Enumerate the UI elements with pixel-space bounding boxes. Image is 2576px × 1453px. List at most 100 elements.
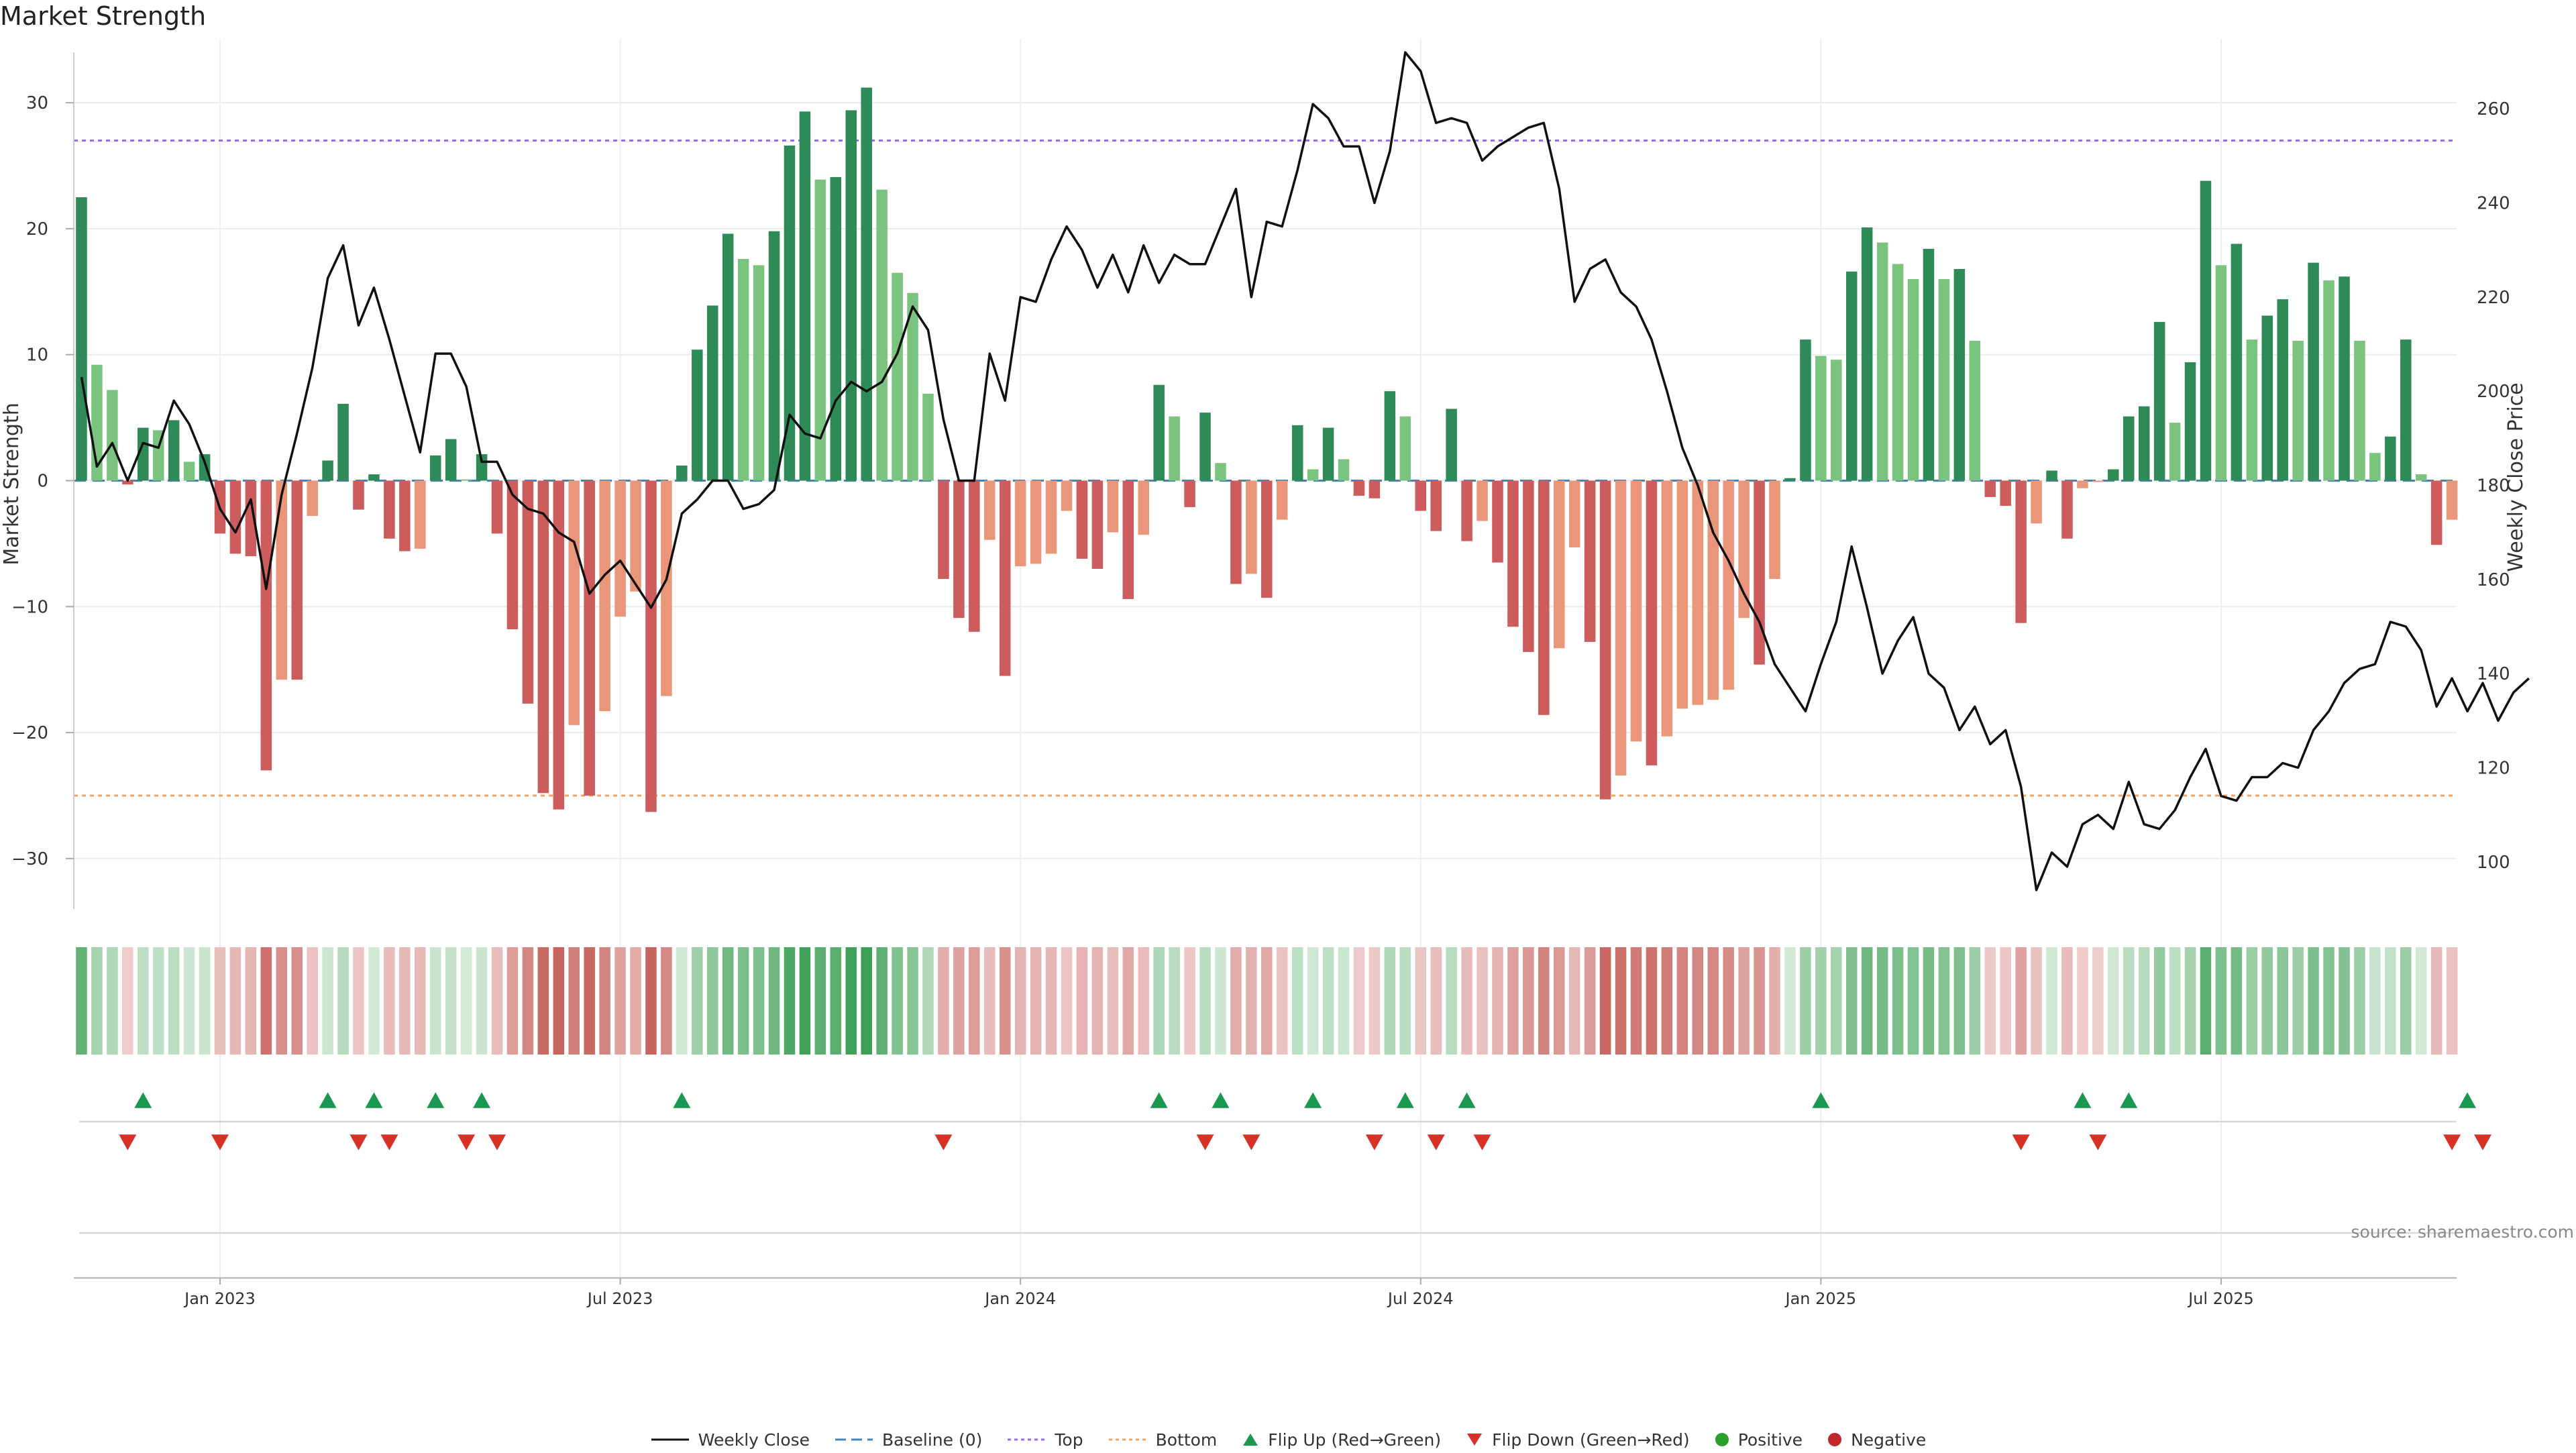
heat-cell: [384, 947, 395, 1055]
heat-cell: [107, 947, 118, 1055]
strength-bar: [1138, 480, 1149, 535]
strength-bar: [2369, 453, 2381, 481]
strength-bar: [260, 480, 272, 771]
strength-bar: [445, 439, 457, 481]
heat-cell: [429, 947, 441, 1055]
strength-bar: [1538, 480, 1550, 715]
flip-down-marker: [2012, 1134, 2030, 1150]
y-tick-label: −20: [11, 723, 48, 743]
y2-tick-label: 120: [2477, 759, 2510, 779]
flip-down-marker: [2089, 1134, 2107, 1150]
strength-bar: [460, 479, 472, 481]
heat-cell: [229, 947, 241, 1055]
dotted-line-orange-icon: [1108, 1433, 1148, 1446]
legend-item: Baseline (0): [834, 1430, 982, 1450]
legend-item: Negative: [1827, 1430, 1926, 1450]
strength-bar: [661, 480, 672, 696]
flip-up-marker: [1812, 1092, 1830, 1108]
strength-bar: [814, 179, 826, 481]
heat-cell: [522, 947, 534, 1055]
heat-cell: [1169, 947, 1180, 1055]
strength-bar: [1246, 480, 1257, 574]
heat-cell: [415, 947, 426, 1055]
strength-bar: [2108, 469, 2119, 481]
heat-cell: [2323, 947, 2334, 1055]
heat-cell: [1938, 947, 1950, 1055]
strength-bar: [122, 480, 133, 485]
flip-down-marker: [380, 1134, 398, 1150]
strength-bar: [1831, 360, 1842, 481]
heat-cell: [1661, 947, 1673, 1055]
flip-up-marker: [673, 1092, 691, 1108]
heat-cell: [276, 947, 288, 1055]
heat-cell: [506, 947, 519, 1055]
heat-cell: [892, 947, 903, 1055]
strength-bar: [1076, 480, 1088, 559]
strength-bar: [1984, 480, 1996, 497]
heat-cell: [2123, 947, 2135, 1055]
strength-bar: [1907, 279, 1919, 481]
strength-bar: [2354, 341, 2365, 481]
y-tick-label: 10: [26, 345, 48, 366]
heat-cell: [1246, 947, 1257, 1055]
heat-cell: [553, 947, 565, 1055]
heat-cell: [1014, 947, 1026, 1055]
heat-cell: [1584, 947, 1596, 1055]
heat-cell: [1876, 947, 1888, 1055]
heat-cell: [368, 947, 380, 1055]
strength-bar: [1430, 480, 1442, 531]
heat-cell: [1138, 947, 1149, 1055]
heat-cell: [1523, 947, 1534, 1055]
strength-heat-strip: [76, 947, 2458, 1055]
legend-item: Flip Down (Green→Red): [1465, 1430, 1690, 1450]
strength-bar: [291, 480, 303, 680]
strength-bar: [429, 455, 441, 481]
heat-cell: [183, 947, 195, 1055]
strength-bar: [1615, 480, 1627, 775]
heat-cell: [2369, 947, 2381, 1055]
x-tick-label: Jan 2023: [183, 1289, 256, 1308]
strength-bar: [706, 305, 718, 481]
strength-bar: [1554, 480, 1565, 649]
flip-up-marker: [2120, 1092, 2138, 1108]
heat-cell: [1122, 947, 1134, 1055]
strength-bar: [1353, 480, 1365, 496]
heat-cell: [1615, 947, 1627, 1055]
heat-cell: [260, 947, 272, 1055]
dotted-line-purple-icon: [1006, 1433, 1046, 1446]
strength-bar: [753, 265, 765, 481]
strength-bar: [1723, 480, 1734, 690]
heat-cell: [1892, 947, 1904, 1055]
heat-cell: [2400, 947, 2412, 1055]
heat-cell: [1568, 947, 1580, 1055]
heat-cell: [692, 947, 703, 1055]
strength-bar: [1461, 480, 1472, 541]
strength-bar: [2184, 362, 2196, 481]
strength-bar: [1322, 427, 1334, 481]
axis-layer: −30 −20 −10 0 10 20 30 100 120 140 160 180 200 220 240…: [0, 52, 2528, 1308]
heat-cell: [1754, 947, 1765, 1055]
strength-bar: [1415, 480, 1427, 511]
heat-cell: [1091, 947, 1104, 1055]
strength-bar: [1876, 242, 1888, 481]
strength-bar: [1030, 480, 1042, 564]
flip-up-marker: [1458, 1092, 1476, 1108]
strength-bar: [922, 393, 934, 481]
strength-bar: [506, 480, 519, 630]
strength-bar: [1261, 480, 1273, 598]
strength-bar: [1738, 480, 1750, 618]
legend-label: Flip Up (Red→Green): [1268, 1430, 1442, 1450]
heat-cell: [1107, 947, 1119, 1055]
strength-bar: [938, 480, 949, 579]
triangle-up-icon: [1241, 1432, 1260, 1448]
strength-bar: [1291, 425, 1303, 481]
heat-cell: [2092, 947, 2104, 1055]
heat-cell: [2015, 947, 2027, 1055]
strength-bar: [676, 465, 688, 481]
strength-bar: [1661, 480, 1673, 737]
flip-up-marker: [473, 1092, 491, 1108]
y-tick-label: −10: [11, 597, 48, 617]
strength-bar: [168, 420, 180, 481]
strength-bar: [2169, 423, 2181, 481]
heat-cell: [1554, 947, 1565, 1055]
